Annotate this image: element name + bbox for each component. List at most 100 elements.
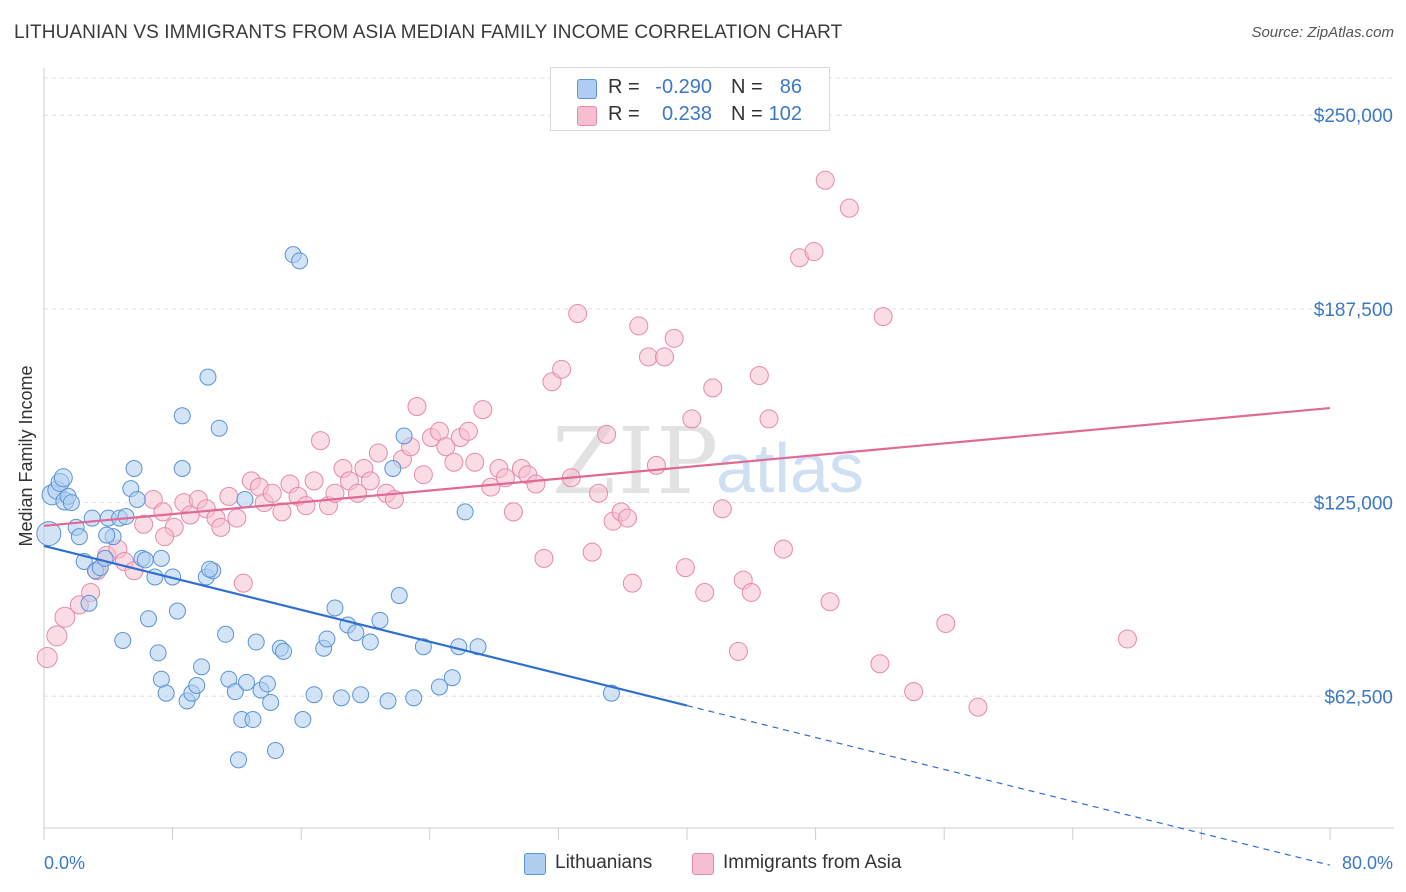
lithuanian-point [83,509,101,527]
y-axis-title: Median Family Income [16,365,36,546]
lithuanian-point [379,692,397,710]
lithuanian-point [347,624,365,642]
lithuanian-point [238,673,256,691]
lithuanian-point [443,669,461,687]
asia-point [804,242,824,262]
asia-point [36,647,58,669]
lithuanian-point [352,686,370,704]
asia-point [629,316,649,336]
lithuanian-point [602,684,620,702]
asia-point [839,198,859,218]
lithuanian-point [217,625,235,643]
lithuanian-point [244,711,262,729]
legend-n-label: N = [731,103,763,125]
bottom-legend-label-lithuanians: Lithuanians [555,852,653,873]
lithuanian-point [168,602,186,620]
asia-point [759,409,779,429]
asia-point [310,431,330,451]
legend-swatch-lithuanians [577,79,597,99]
lithuanian-point [226,683,244,701]
asia-point [272,502,292,522]
chart-source: Source: ZipAtlas.com [1251,24,1394,41]
bottom-legend-swatch-asia [692,853,714,875]
legend-n-value: 102 [768,103,802,125]
legend-swatch-asia [577,106,597,126]
asia-point [458,421,478,441]
lithuanian-point [136,551,154,569]
lithuanian-point [193,658,211,676]
lithuanian-point [326,599,344,617]
bottom-legend-label-asia: Immigrants from Asia [723,852,902,873]
asia-point [413,465,433,485]
lithuanian-point [36,521,62,547]
lithuanian-point [152,549,170,567]
asia-point [968,697,988,717]
asia-point [682,409,702,429]
lithuanian-point [275,642,293,660]
asia-point [155,527,175,547]
asia-point [741,582,761,602]
asia-point [568,304,588,324]
asia-point [526,474,546,494]
lithuanian-point [188,676,206,694]
watermark-atlas: atlas [716,429,864,507]
lithuanian-point [332,689,350,707]
asia-point [582,542,602,562]
asia-point [936,613,956,633]
bottom-legend-swatch-lithuanians [524,853,546,875]
lithuanian-point [305,686,323,704]
chart-title: LITHUANIAN VS IMMIGRANTS FROM ASIA MEDIA… [14,22,843,43]
asia-point [219,486,239,506]
y-tick-label: $125,000 [1314,494,1393,515]
asia-point [904,682,924,702]
lithuanian-point [80,594,98,612]
x-tick-label: 80.0% [1342,853,1393,873]
asia-point [695,582,715,602]
asia-point [134,514,154,534]
asia-point [675,558,695,578]
lithuanian-point [128,490,146,508]
asia-point [296,496,316,516]
asia-point [304,471,324,491]
lithuanian-point [117,508,135,526]
lithuanian-point [62,494,80,512]
lithuanian-point [149,644,167,662]
asia-point [873,307,893,327]
asia-point [638,347,658,367]
lithuanian-point [125,459,143,477]
lithuanian-point [173,459,191,477]
lithuanian-point [405,689,423,707]
asia-point [444,452,464,472]
asia-point [618,508,638,528]
asia-point [153,502,173,522]
lithuanian-point [210,419,228,437]
lithuanian-point [114,632,132,649]
asia-point [646,455,666,475]
lithuanian-trendline [43,544,688,707]
asia-point [815,170,835,190]
lithuanian-point [361,633,379,651]
asia-point [552,359,572,379]
lithuanian-point [139,610,157,628]
lithuanian-point [414,638,432,656]
asia-trendline [43,406,1331,527]
asia-point [773,539,793,559]
legend-n-value: 86 [779,76,802,98]
lithuanian-point [70,528,88,546]
lithuanian-point [262,693,280,711]
lithuanian-point [230,751,248,769]
legend-r-label: R = [608,76,640,98]
lithuanian-point [173,407,191,425]
asia-point [728,641,748,661]
asia-point [54,606,76,628]
asia-point [233,573,253,593]
legend-r-value: 0.238 [661,103,712,125]
y-tick-label: $250,000 [1314,106,1393,127]
correlation-legend: R = -0.290 N = 86 R = 0.238 N = 102 [550,67,830,131]
lithuanian-point [371,611,389,629]
asia-point [820,592,840,612]
asia-point [368,443,388,463]
lithuanian-point [157,684,175,702]
x-tick-label: 0.0% [44,853,85,873]
